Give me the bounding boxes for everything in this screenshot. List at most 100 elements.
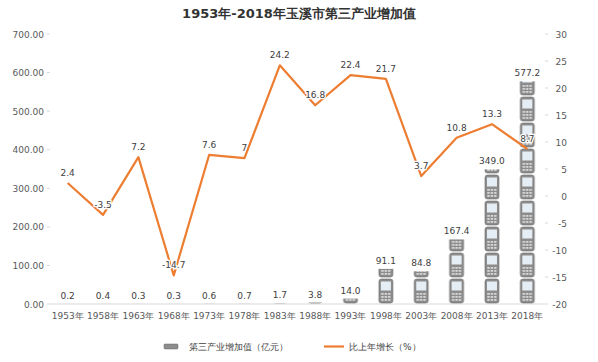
y-tick-label: 400.00: [13, 145, 45, 155]
line-label: 8.7: [520, 134, 534, 144]
bar-label: 1.7: [273, 290, 287, 300]
x-tick-label: 2018年: [511, 311, 543, 321]
legend-label: 比上年增长（%）: [349, 342, 421, 352]
y2-tick: [545, 88, 548, 89]
legend: 第三产业增加值（亿元） 比上年增长（%）: [164, 342, 421, 352]
y-tick-label: 700.00: [13, 30, 45, 40]
data-labels: 0.2 0.4 0.3 0.3 0.6 0.7 1.7 3.8 14.0 91.1 84.8 167.…: [61, 50, 541, 301]
bar-label: 3.8: [308, 290, 323, 300]
x-tick-label: 1998年: [370, 311, 402, 321]
bar-label: 0.7: [237, 291, 251, 301]
bar: [340, 299, 362, 304]
y-tick: [47, 188, 50, 189]
y-tick-label: 0.00: [24, 300, 44, 310]
y-tick: [47, 226, 50, 227]
bar: [57, 303, 79, 304]
bar: [375, 269, 397, 304]
bar: [233, 303, 255, 304]
bar: [304, 303, 326, 304]
x-tick-label: 1968年: [158, 311, 190, 321]
line-label: 21.7: [376, 64, 396, 74]
line-label: 7.6: [202, 140, 217, 150]
y2-tick: [545, 277, 548, 278]
x-tick-label: 2013年: [476, 311, 508, 321]
line-label: 13.3: [482, 109, 502, 119]
y-tick-label: 300.00: [13, 184, 45, 194]
y2-tick-label: 25: [556, 57, 567, 67]
y2-tick-label: -10: [552, 246, 567, 256]
bar: [516, 81, 538, 304]
x-tick-label: 1993年: [335, 311, 367, 321]
y-tick-label: 200.00: [13, 222, 45, 232]
bar-label: 14.0: [341, 286, 361, 296]
legend-label: 第三产业增加值（亿元）: [189, 342, 288, 352]
y2-tick: [545, 223, 548, 224]
y2-tick: [545, 61, 548, 62]
x-tick-label: 1978年: [229, 311, 261, 321]
y2-tick: [545, 169, 548, 170]
bar-label: 0.4: [96, 291, 111, 301]
y2-tick-label: -5: [558, 219, 567, 229]
bar: [92, 303, 114, 304]
line-label: 10.8: [447, 123, 467, 133]
bar-label: 0.3: [167, 291, 181, 301]
x-tick-label: 1973年: [193, 311, 225, 321]
y2-tick: [545, 196, 548, 197]
line-label: 24.2: [270, 50, 290, 60]
y2-tick: [545, 115, 548, 116]
bar: [446, 239, 468, 304]
bar-label: 84.8: [411, 258, 431, 268]
y2-tick: [545, 142, 548, 143]
line: [68, 65, 528, 275]
y-tick-label: 600.00: [13, 68, 45, 78]
legend-swatch: [164, 344, 178, 349]
bar: [410, 271, 432, 304]
line-label: 3.7: [414, 161, 428, 171]
y2-tick: [545, 304, 548, 305]
bar: [198, 303, 220, 304]
line-label: 7.2: [131, 142, 145, 152]
x-tick-label: 1988年: [299, 311, 331, 321]
bar-label: 167.4: [444, 226, 470, 236]
bar-label: 0.6: [202, 291, 217, 301]
marks: [57, 65, 539, 304]
line-label: -3.5: [94, 200, 112, 210]
bar-label: 91.1: [376, 256, 396, 266]
y2-tick-label: 5: [561, 165, 567, 175]
line-label: 22.4: [341, 60, 361, 70]
y-tick: [47, 34, 50, 35]
bar-label: 0.2: [61, 291, 75, 301]
y2-tick-label: 30: [556, 30, 568, 40]
y-tick: [47, 265, 50, 266]
y-tick-label: 500.00: [13, 107, 45, 117]
y-tick: [47, 149, 50, 150]
y2-tick: [545, 34, 548, 35]
title: 1953年-2018年玉溪市第三产业增加值: [182, 6, 416, 21]
y2-tick-label: 20: [556, 84, 568, 94]
bar: [269, 303, 291, 304]
y2-tick-label: -15: [552, 273, 567, 283]
y2-tick-label: 10: [556, 138, 568, 148]
y2-tick-label: 15: [556, 111, 567, 121]
bar-label: 577.2: [514, 68, 540, 78]
bar: [163, 303, 185, 304]
x-tick-label: 2003年: [405, 311, 437, 321]
bar: [481, 169, 503, 304]
chart: 1953年-2018年玉溪市第三产业增加值0.00100.00200.00300…: [0, 0, 598, 362]
legend-swatch: [324, 345, 344, 347]
x-tick-label: 1963年: [122, 311, 154, 321]
x-tick-label: 1983年: [264, 311, 296, 321]
x-axis: [50, 304, 545, 305]
line-label: 16.8: [305, 90, 325, 100]
line-label: 7: [242, 143, 248, 153]
x-tick-label: 2008年: [441, 311, 473, 321]
bar-label: 0.3: [131, 291, 145, 301]
y2-tick-label: -20: [552, 300, 567, 310]
x-tick-label: 1953年: [52, 311, 84, 321]
y2-tick-label: 0: [561, 192, 567, 202]
y-tick: [47, 111, 50, 112]
y-tick: [47, 304, 50, 305]
bar: [127, 303, 149, 304]
y-tick: [47, 72, 50, 73]
line-label: -14.7: [162, 260, 185, 270]
